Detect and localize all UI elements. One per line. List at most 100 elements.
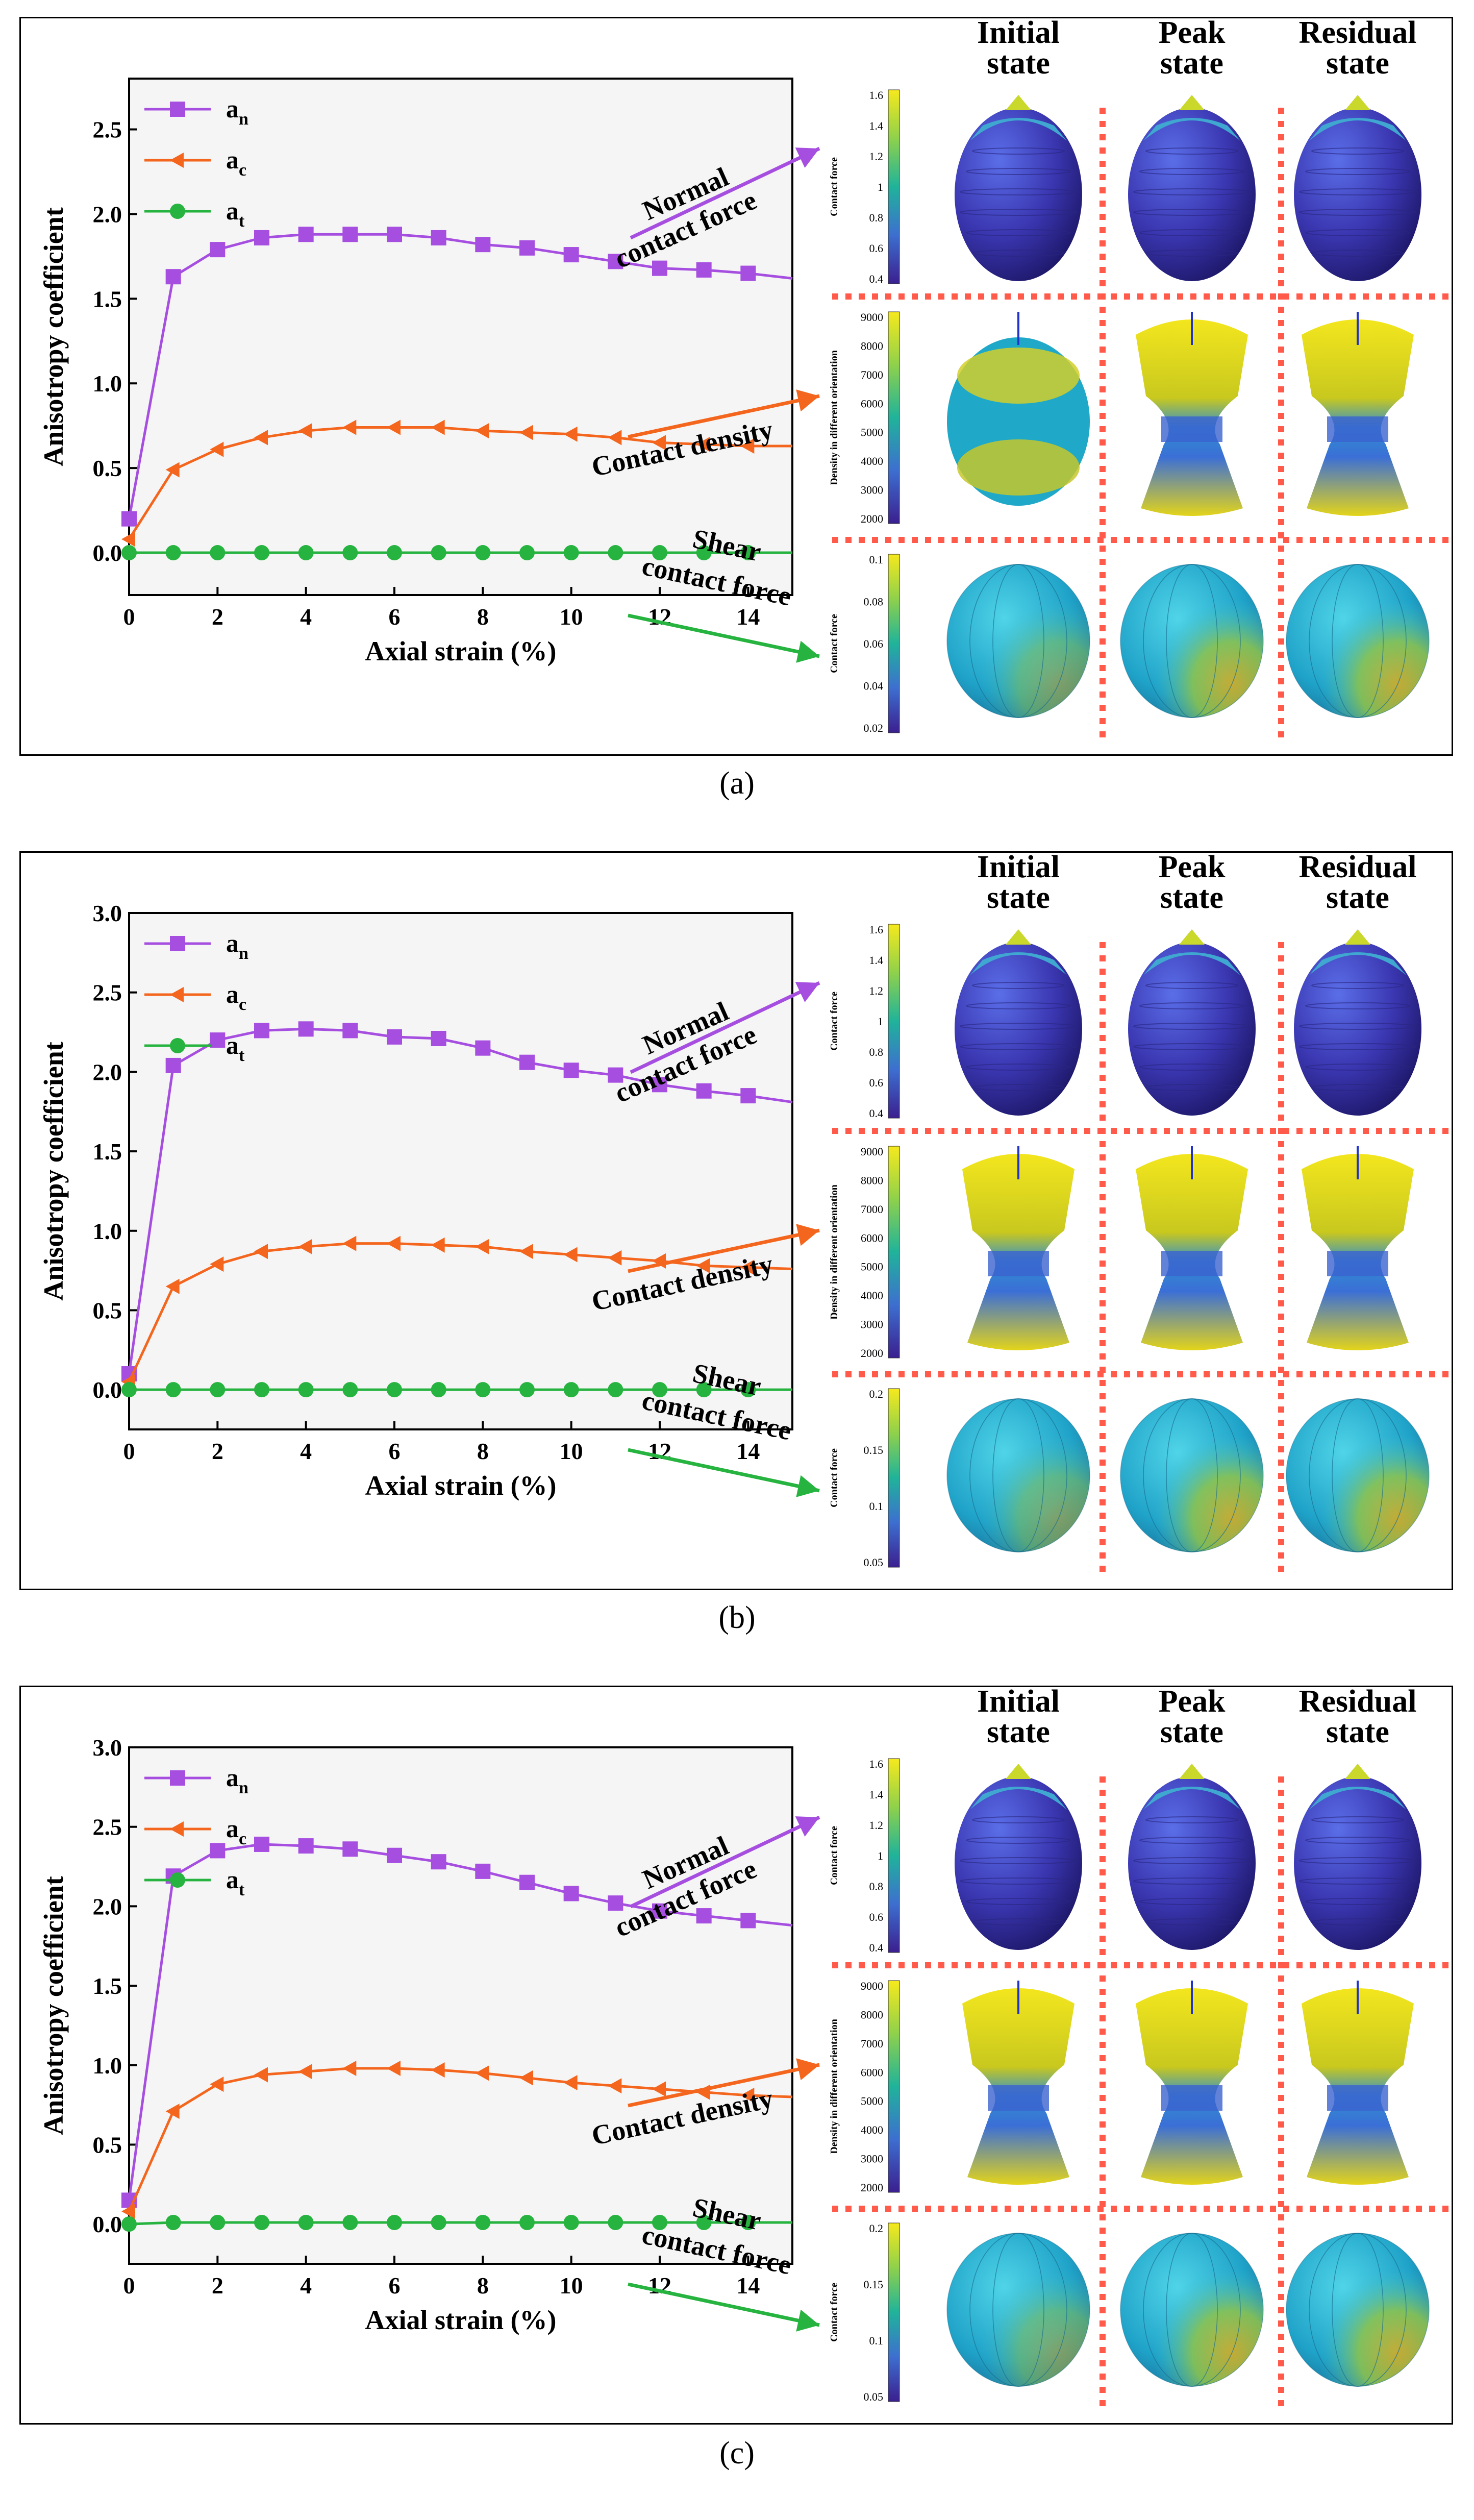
y-tick-label: 1.0: [93, 1218, 122, 1244]
arrow-density-head: [796, 2058, 819, 2081]
glyph-band: [957, 348, 1080, 404]
arrow-shear-head: [796, 2309, 819, 2332]
glyph-meridian: [1309, 564, 1407, 718]
colorbar: 0.2 0.15 0.1 0.05 Contact force: [829, 1388, 900, 1569]
density-glyph: [1136, 1981, 1248, 2185]
glyph-band: [1145, 250, 1238, 257]
glyph-band: [966, 1837, 1071, 1844]
panel-c-svg: 0.0 0.5 1.0 1.5 2.0 2.5 3.0 0 2 4 6 8 10 12 14 Axial st…: [38, 1684, 1450, 2412]
shear-force-glyph: [1120, 564, 1264, 718]
y-tick-label: 2.5: [93, 980, 122, 1006]
data-point-a_t: [431, 1382, 446, 1398]
normal-force-glyph: [1294, 95, 1421, 281]
legend-marker: [170, 153, 184, 168]
grid-separators: [832, 942, 1450, 1577]
data-point-a_t: [608, 2215, 623, 2231]
glyph-meridian: [946, 1398, 1090, 1552]
data-point-a_c: [210, 441, 224, 457]
y-tick-label: 1.5: [93, 1973, 122, 1999]
colorbar: 1.6 1.4 1.2 1 0.8 0.6 0.4 Contact force: [829, 89, 900, 285]
legend-label: an: [226, 1763, 248, 1797]
legend-marker: [170, 1821, 184, 1837]
data-point-a_n: [387, 227, 402, 242]
legend-label: ac: [226, 980, 246, 1014]
data-point-a_c: [431, 2062, 445, 2078]
colorbar-tick: 9000: [861, 311, 883, 324]
data-point-a_c: [342, 2060, 357, 2076]
x-tick-label: 2: [212, 604, 223, 630]
series-line-a_n: [128, 233, 793, 520]
x-tick-label: 2: [212, 2272, 223, 2299]
colorbar-tick: 0.6: [869, 242, 884, 255]
data-point-a_t: [387, 1382, 402, 1398]
colorbar-tick: 1.2: [869, 150, 884, 163]
colorbar-tick: 7000: [861, 368, 883, 381]
legend-marker: [170, 1872, 185, 1888]
x-tick-label: 6: [389, 604, 401, 630]
y-axis-label: Anisotropy coefficient: [38, 1042, 69, 1300]
data-point-a_c: [165, 1278, 180, 1294]
colorbar-tick: 0.4: [869, 273, 884, 285]
data-point-a_t: [519, 545, 535, 561]
glyph-cap: [970, 952, 1067, 975]
data-point-a_n: [740, 1088, 756, 1104]
data-point-a_t: [563, 1382, 579, 1398]
data-point-a_n: [298, 1838, 314, 1854]
glyph-meridian: [969, 564, 1067, 718]
colorbar-tick: 0.2: [869, 2222, 884, 2235]
glyph-highlight: [1120, 1399, 1263, 1552]
y-tick-label: 2.0: [93, 1893, 122, 1919]
glyph-highlight: [947, 564, 1090, 718]
data-point-a_c: [254, 1244, 268, 1259]
colorbar-tick: 0.06: [864, 637, 884, 650]
legend: an ac at: [144, 1763, 248, 1899]
glyph-waist: [988, 2085, 1049, 2111]
glyph-band: [960, 188, 1077, 195]
glyph-meridian: [1143, 564, 1241, 718]
data-point-a_c: [121, 2204, 135, 2219]
colorbar-tick: 0.8: [869, 1880, 884, 1893]
colorbar: 9000 8000 7000 6000 5000 4000 3000 2000 Density …: [829, 1980, 900, 2194]
glyph-meridian: [1286, 2233, 1430, 2387]
y-tick-label: 1.5: [93, 1139, 122, 1165]
column-header: state: [987, 46, 1050, 81]
glyph-band: [966, 1898, 1071, 1905]
glyph-cap: [1143, 1787, 1240, 1810]
glyph-band: [1311, 1816, 1404, 1823]
glyph-band: [1139, 168, 1244, 175]
arrow-normal-head: [795, 1816, 819, 1837]
colorbar-tick: 4000: [861, 2123, 883, 2136]
glyph-highlight: [1120, 2233, 1263, 2386]
colorbar: 0.1 0.08 0.06 0.04 0.02 Contact force: [829, 553, 900, 734]
density-glyph: [1302, 312, 1414, 516]
density-glyph: [1302, 1981, 1414, 2185]
glyph-meridian: [992, 564, 1044, 718]
glyph-band: [1139, 229, 1244, 236]
glyph-meridian: [1166, 564, 1218, 718]
glyph-meridian: [1332, 564, 1384, 718]
colorbar-bar: [888, 554, 900, 733]
colorbar: 1.6 1.4 1.2 1 0.8 0.6 0.4 Contact force: [829, 923, 900, 1120]
data-point-a_n: [475, 1863, 491, 1879]
glyph-band: [1145, 1816, 1238, 1823]
colorbar-tick: 0.02: [864, 722, 884, 734]
caption-c: (c): [719, 2436, 755, 2470]
colorbar-tick: 8000: [861, 2008, 883, 2021]
data-point-a_n: [387, 1029, 402, 1045]
colorbar-tick: 6000: [861, 397, 883, 410]
y-tick-label: 0.5: [93, 455, 122, 481]
legend-marker: [170, 1038, 185, 1053]
legend-label: ac: [226, 1814, 246, 1848]
figure-panel-b: 0.0 0.5 1.0 1.5 2.0 2.5 3.0 0 2 4 6 8 10 12 14 Axial st…: [19, 850, 1453, 1590]
glyph-cap: [1309, 118, 1406, 141]
glyph-band: [1311, 250, 1404, 257]
glyph-band: [1299, 209, 1416, 216]
colorbar-tick: 3000: [861, 2153, 883, 2165]
data-point-a_n: [431, 1854, 446, 1870]
arrow-normal-head: [795, 147, 819, 168]
shear-force-glyph: [1120, 1398, 1264, 1552]
column-header: Residual: [1299, 18, 1417, 50]
legend-marker: [170, 1770, 185, 1786]
glyph-peak: [1179, 929, 1205, 945]
glyph-meridian: [1143, 1398, 1241, 1552]
